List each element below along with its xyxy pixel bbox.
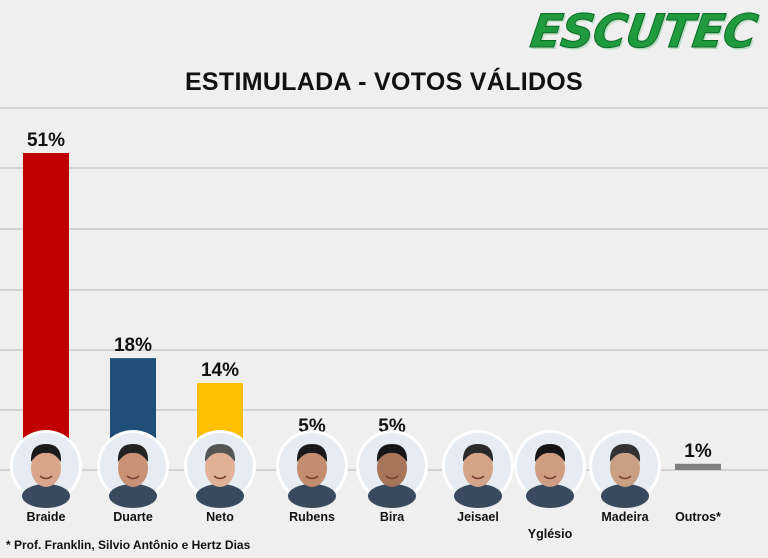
category-label: Outros* <box>675 510 721 524</box>
category-label: Yglésio <box>528 527 573 541</box>
photo-mouth <box>305 475 319 480</box>
photo-hair <box>204 444 236 462</box>
photo-hair <box>296 444 328 462</box>
chart-title: ESTIMULADA - VOTOS VÁLIDOS <box>184 68 584 96</box>
category-label: Neto <box>206 510 234 524</box>
photo-face <box>205 449 235 487</box>
value-label: 14% <box>201 360 239 381</box>
candidate-photo <box>276 430 348 508</box>
photo-mouth <box>471 475 485 480</box>
candidate-photo <box>10 430 82 508</box>
photo-face <box>297 449 327 487</box>
photo-shoulders <box>109 484 157 508</box>
photo-mouth <box>39 475 53 480</box>
value-label: 18% <box>114 335 152 356</box>
photo-shoulders <box>454 484 502 508</box>
photo-face <box>610 449 640 487</box>
photo-shoulders <box>526 484 574 508</box>
bar <box>675 463 721 470</box>
photo-hair <box>534 444 566 462</box>
photo-hair <box>376 444 408 462</box>
photo-mouth <box>618 475 632 480</box>
bars <box>23 153 721 470</box>
photo-face <box>118 449 148 487</box>
photo-shoulders <box>288 484 336 508</box>
candidate-photo <box>442 430 514 508</box>
category-label: Jeisael <box>457 510 499 524</box>
value-label: 51% <box>27 130 65 151</box>
candidate-photos <box>10 430 661 508</box>
candidate-photo <box>589 430 661 508</box>
category-label: Bira <box>380 510 405 524</box>
photo-shoulders <box>196 484 244 508</box>
photo-mouth <box>543 475 557 480</box>
photo-hair <box>117 444 149 462</box>
photo-face <box>31 449 61 487</box>
photo-mouth <box>126 475 140 480</box>
category-label: Rubens <box>289 510 335 524</box>
candidate-photo <box>356 430 428 508</box>
category-labels: Braide Duarte Neto Rubens Bira Jeisael Yglésio… <box>27 510 722 541</box>
category-label: Madeira <box>601 510 649 524</box>
photo-shoulders <box>368 484 416 508</box>
photo-face <box>535 449 565 487</box>
category-label: Braide <box>27 510 66 524</box>
value-label: 1% <box>684 441 712 462</box>
photo-face <box>463 449 493 487</box>
photo-face <box>377 449 407 487</box>
photo-shoulders <box>22 484 70 508</box>
photo-mouth <box>385 475 399 480</box>
footnote: * Prof. Franklin, Silvio Antônio e Hertz… <box>6 538 251 552</box>
candidate-photo <box>97 430 169 508</box>
photo-mouth <box>213 475 227 480</box>
photo-hair <box>462 444 494 462</box>
photo-hair <box>609 444 641 462</box>
candidate-photo <box>514 430 586 508</box>
bar <box>23 153 69 470</box>
candidate-photo <box>184 430 256 508</box>
photo-shoulders <box>601 484 649 508</box>
category-label: Duarte <box>113 510 153 524</box>
photo-hair <box>30 444 62 462</box>
